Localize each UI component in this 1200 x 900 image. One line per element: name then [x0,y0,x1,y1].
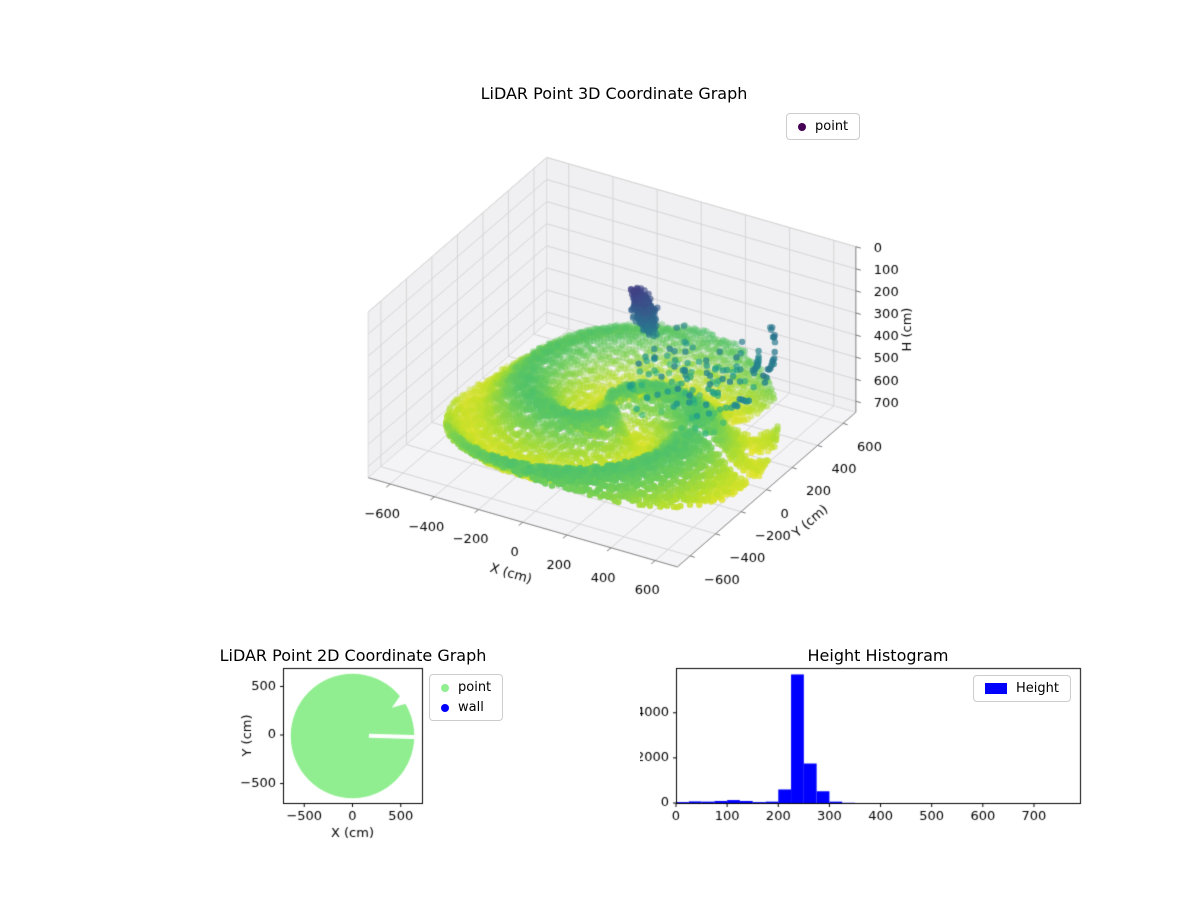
legend-2d-item-wall: wall [441,700,491,715]
height-patch-icon [985,683,1007,694]
legend-2d-item-point: point [441,680,491,695]
chart-title-3d: LiDAR Point 3D Coordinate Graph [480,84,748,103]
point-marker-icon [798,122,806,131]
legend-3d: point [786,113,861,140]
point-2d-marker-icon [441,683,449,692]
legend-2d-wall-label: wall [458,700,484,715]
legend-histogram-height-label: Height [1016,681,1059,696]
legend-2d: point wall [429,674,504,721]
legend-2d-point-label: point [458,680,492,695]
legend-histogram: Height [973,675,1071,702]
lidar-3d-plot-canvas [280,100,940,640]
legend-3d-item-point: point [798,119,848,134]
wall-marker-icon [441,703,449,712]
legend-histogram-item-height: Height [985,681,1059,696]
legend-3d-point-label: point [815,119,849,134]
